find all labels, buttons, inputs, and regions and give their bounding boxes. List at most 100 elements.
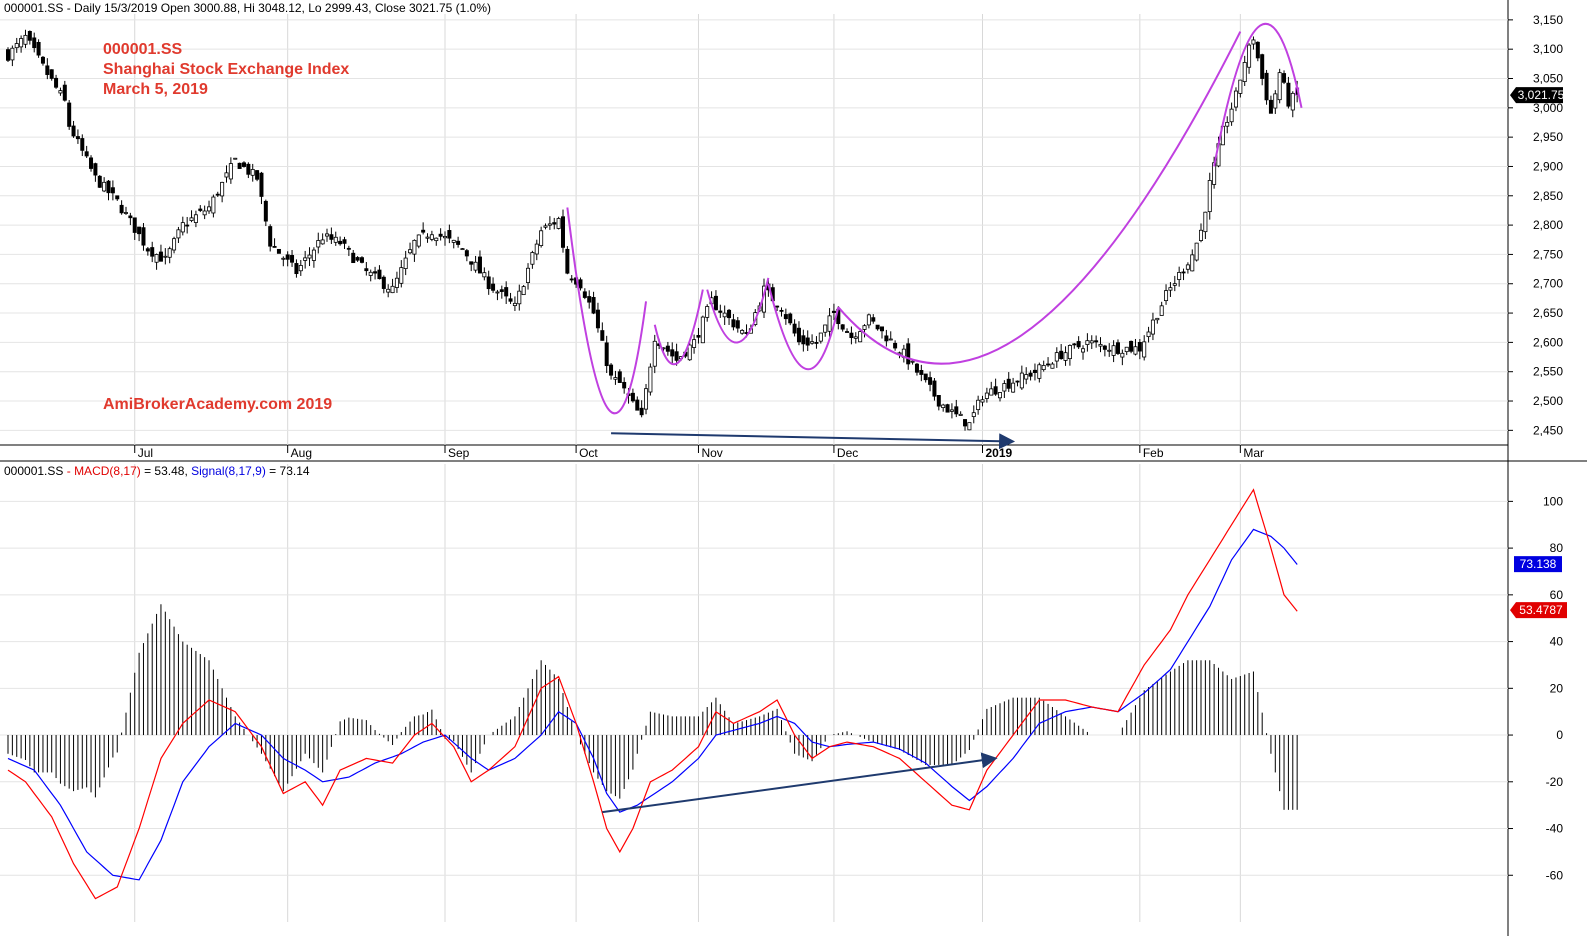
candle-body [1260,54,1265,79]
candle-body [810,341,815,344]
candle-body [215,193,220,196]
candle-body [687,344,692,361]
candle-body [128,215,133,219]
month-axis: Jul Aug Sep Oct Nov Dec 2019 Feb Mar [134,14,1264,922]
candle-body [381,276,386,289]
candle-body [1168,287,1173,291]
candle-body [547,223,552,226]
candle-body [731,319,736,328]
candle-body [1247,44,1252,68]
candle-body [377,269,382,280]
candle-body [23,34,28,45]
price-header-symbol: 000001.SS [4,1,64,15]
candle-body [727,309,732,319]
candle-body [936,395,941,407]
candle-body [652,340,657,367]
candle-body [971,412,976,417]
signal-line [7,528,1298,881]
month-label: Nov [701,446,722,460]
candle-body [1032,369,1037,373]
candle-body [1129,340,1134,352]
candle-body [1002,383,1007,392]
candle-body [1054,352,1059,362]
candle-body [587,296,592,303]
candle-body [976,399,981,411]
candle-body [390,285,395,294]
month-label: Feb [1143,446,1164,460]
macd-trend-arrow [602,752,998,814]
candle-body [853,336,858,339]
candle-body [1041,365,1046,371]
candle-body [958,413,963,416]
candle-body [1050,363,1055,369]
candle-body [1255,41,1260,59]
candle-body [1264,72,1269,101]
candle-body [648,366,653,393]
candle-body [705,306,710,318]
candle-body [639,407,644,416]
candle-body [713,295,718,311]
candle-body [1251,39,1256,45]
candle-body [54,77,59,88]
candle-body [325,233,330,237]
candle-body [1268,99,1273,114]
candle-body [604,342,609,367]
candle-body [1011,382,1016,393]
candle-body [233,157,238,160]
candle-body [307,254,312,259]
candle-body [914,363,919,373]
candle-body [692,339,697,348]
price-tick-label: 2,550 [1533,365,1563,379]
price-tick-label: 2,950 [1533,130,1563,144]
candle-body [272,246,277,248]
candle-body [158,251,163,262]
candle-body [447,230,452,239]
candle-body [644,388,649,410]
candle-body [543,225,548,228]
candle-body [451,239,456,243]
candle-body [491,283,496,291]
candle-body [486,276,491,290]
candle-body [320,239,325,245]
candle-body [1203,211,1208,233]
macd-tick-label: 60 [1550,588,1564,602]
macd-tick-label: 100 [1543,494,1563,508]
candle-body [949,409,954,412]
candle-body [298,265,303,272]
candle-body [796,327,801,343]
candle-body [220,181,225,197]
candle-body [735,320,740,329]
candle-body [110,187,115,194]
candle-body [849,332,854,339]
candle-body [823,324,828,333]
candle-body [1133,346,1138,355]
candle-body [89,157,94,169]
candle-body [552,222,557,225]
candle-body [805,337,810,346]
candle-body [1146,331,1151,338]
candle-body [1199,229,1204,241]
candle-body [1006,378,1011,389]
annotation-index-name: Shanghai Stock Exchange Index [103,61,350,78]
last-price-label-bg [1510,87,1563,104]
candle-body [342,239,347,244]
candle-body [539,230,544,246]
candle-body [1094,340,1099,343]
price-tick-label: 3,000 [1533,101,1563,115]
candle-body [141,227,146,246]
candle-body [416,234,421,247]
candle-body [132,217,137,233]
candle-body [19,38,24,48]
candle-body [1024,374,1029,380]
candle-body [1282,73,1287,83]
candle-body [351,252,356,264]
price-header-text: - Daily 15/3/2019 Open 3000.88, Hi 3048.… [63,1,492,15]
candle-body [1098,343,1103,347]
candle-body [613,377,618,380]
candle-body [919,370,924,375]
candle-body [180,222,185,233]
pattern-arc [767,283,840,371]
candle-body [1059,350,1064,360]
candle-body [858,331,863,343]
